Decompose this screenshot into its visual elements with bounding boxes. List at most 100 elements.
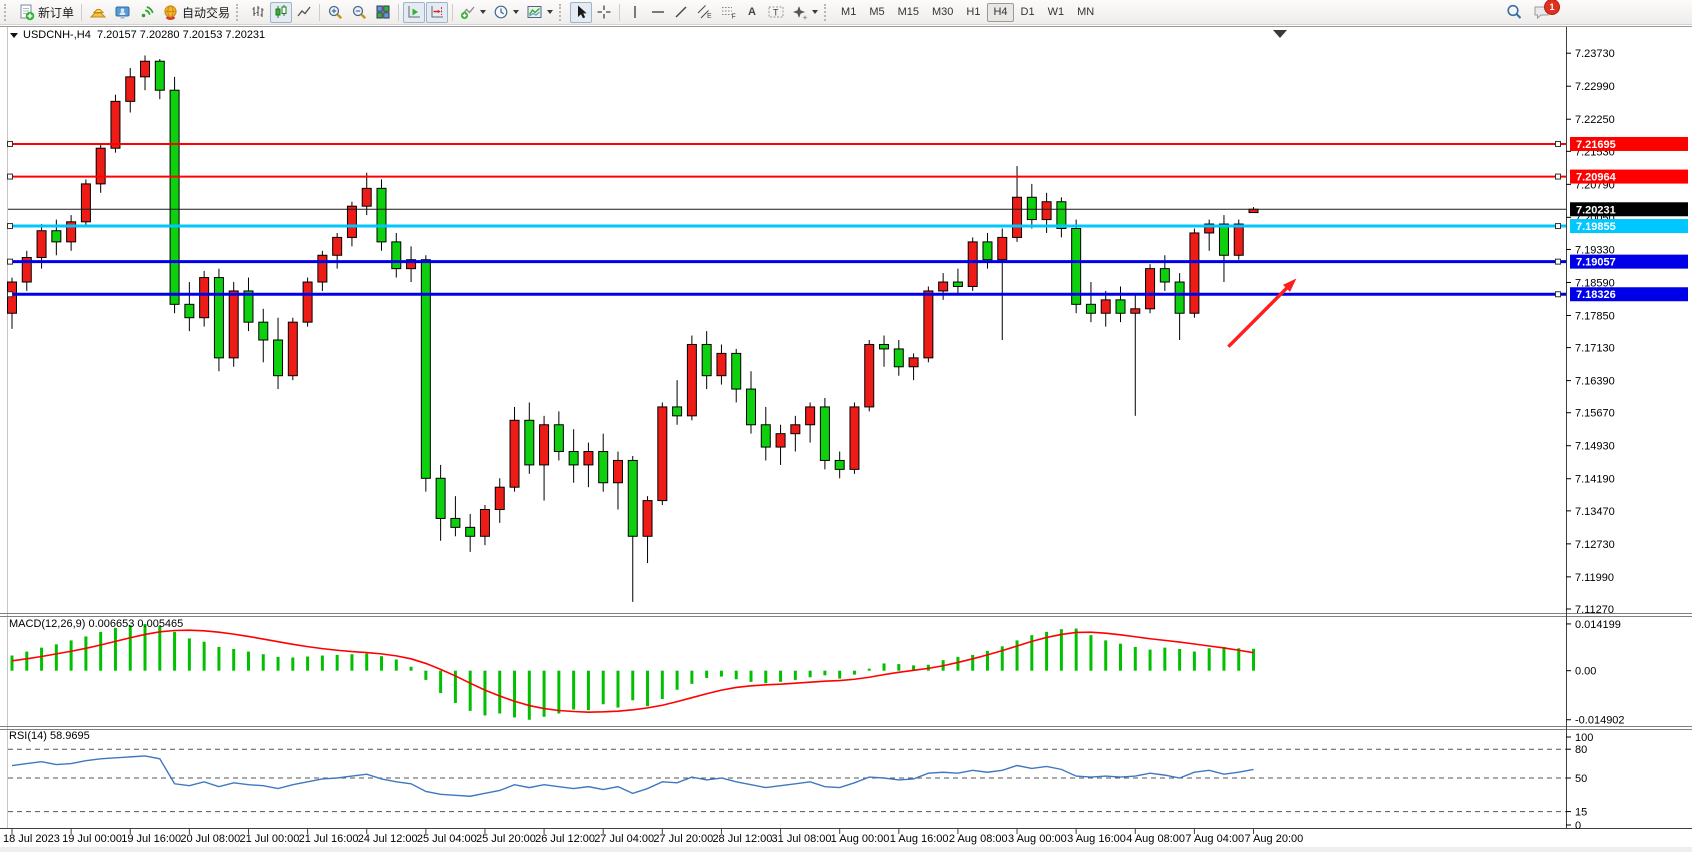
line-handle[interactable] (7, 258, 13, 265)
crosshair-button[interactable] (593, 2, 615, 23)
toolbar-grip[interactable] (236, 3, 242, 21)
toolbar: 新订单 (0, 0, 1692, 25)
axis-label: 7.13470 (1575, 506, 1615, 518)
templates-button[interactable] (523, 2, 556, 23)
search-button[interactable] (1502, 2, 1526, 23)
text-label-button[interactable]: T (764, 2, 788, 23)
chevron-down-icon[interactable] (812, 10, 819, 14)
cursor-button[interactable] (570, 1, 593, 23)
arrows-button[interactable] (789, 2, 821, 23)
line-handle[interactable] (7, 291, 13, 298)
new-order-label: 新订单 (38, 5, 75, 20)
axis-label: 31 Jul 08:00 (772, 833, 832, 845)
line-handle[interactable] (7, 140, 13, 147)
candle (524, 419, 535, 466)
candle (36, 230, 47, 258)
vertical-line-button[interactable] (624, 2, 646, 23)
notification-badge[interactable]: 1 (1544, 0, 1560, 15)
candlestick-chart-button[interactable] (270, 1, 293, 23)
candle (287, 321, 298, 377)
timeframe-button-W1[interactable]: W1 (1047, 5, 1065, 18)
candle (701, 343, 712, 377)
candle (465, 526, 476, 537)
candle (1174, 281, 1185, 314)
new-order-button[interactable]: 新订单 (15, 2, 77, 23)
candle (612, 459, 623, 484)
candle (361, 187, 372, 207)
timeframe-button-H1[interactable]: H1 (966, 5, 981, 18)
chevron-down-icon[interactable] (480, 10, 487, 14)
toolbar-separator (619, 3, 621, 21)
horizontal-line-button[interactable] (647, 2, 669, 23)
timeframe-button-M1[interactable]: M1 (841, 5, 857, 18)
candle (258, 321, 269, 341)
line-chart-button[interactable] (293, 2, 315, 23)
notifications-button[interactable]: 1 (1530, 0, 1560, 23)
line-handle[interactable] (7, 223, 13, 230)
timeframe-button-MN[interactable]: MN (1077, 5, 1095, 18)
line-handle[interactable] (1555, 173, 1561, 180)
axis-label: 7.18590 (1575, 277, 1615, 289)
axis-label: 7.17850 (1575, 310, 1615, 322)
arrow-annotation-tail[interactable] (1227, 283, 1292, 348)
text-label-icon: T (768, 6, 784, 18)
toolbar-separator (398, 3, 400, 21)
candle (450, 517, 461, 528)
bar-chart-button[interactable] (247, 2, 269, 23)
timeframe-button-M15[interactable]: M15 (897, 5, 919, 18)
auto-trading-button[interactable]: 自动交易 (159, 2, 233, 23)
toolbar-grip[interactable] (824, 3, 830, 21)
timeframe-button-M5[interactable]: M5 (869, 5, 885, 18)
candle (893, 348, 904, 368)
line-handle[interactable] (1555, 291, 1561, 298)
cursor-arrow-icon (577, 5, 587, 19)
timeframe-button-D1[interactable]: D1 (1020, 5, 1035, 18)
candle (834, 459, 845, 470)
chart-shift-button[interactable] (426, 1, 449, 23)
axis-label: 15 (1575, 807, 1587, 819)
candle (908, 357, 919, 368)
axis-label: 3 Aug 00:00 (1008, 833, 1067, 845)
trendline-button[interactable] (670, 2, 692, 23)
candle (1041, 201, 1052, 221)
chevron-down-icon[interactable] (547, 10, 554, 14)
candle (420, 259, 431, 479)
mql5-community-button[interactable] (111, 2, 134, 23)
auto-scroll-button[interactable] (403, 1, 426, 23)
candle (849, 406, 860, 470)
line-handle[interactable] (1555, 140, 1561, 147)
toolbar-grip[interactable] (559, 3, 565, 21)
zoom-in-button[interactable] (324, 2, 347, 23)
timeframe-button-M30[interactable]: M30 (932, 5, 954, 18)
toolbar-grip[interactable] (4, 3, 10, 21)
candle (1218, 223, 1229, 256)
line-handle[interactable] (1555, 258, 1561, 265)
signals-icon (141, 5, 154, 17)
zoom-out-button[interactable] (348, 2, 371, 23)
tile-windows-button[interactable] (372, 2, 394, 23)
candle (1071, 227, 1082, 305)
axis-label: 3 Aug 16:00 (1067, 833, 1126, 845)
deposit-button[interactable] (86, 2, 110, 23)
chart-area[interactable] (0, 25, 1692, 848)
candle (346, 205, 357, 238)
periods-button[interactable] (490, 2, 522, 23)
arrow-annotation-head[interactable] (1282, 278, 1297, 292)
candle (95, 147, 106, 185)
chevron-down-icon[interactable] (513, 10, 520, 14)
indicators-button[interactable] (457, 2, 489, 23)
signals-button[interactable] (135, 2, 158, 23)
community-icon (115, 6, 130, 19)
line-handle[interactable] (1555, 223, 1561, 230)
fibonacci-button[interactable]: F (717, 2, 740, 23)
axis-label: 7.11990 (1575, 572, 1614, 584)
axis-label: 7.16390 (1575, 376, 1615, 388)
equidistant-channel-button[interactable]: E (693, 2, 716, 23)
line-handle[interactable] (7, 173, 13, 180)
candle (273, 339, 284, 377)
text-button[interactable]: A (741, 2, 763, 23)
candle (184, 303, 195, 319)
chart-shift-marker[interactable] (1273, 30, 1287, 38)
timeframe-button-H4[interactable]: H4 (987, 2, 1014, 22)
